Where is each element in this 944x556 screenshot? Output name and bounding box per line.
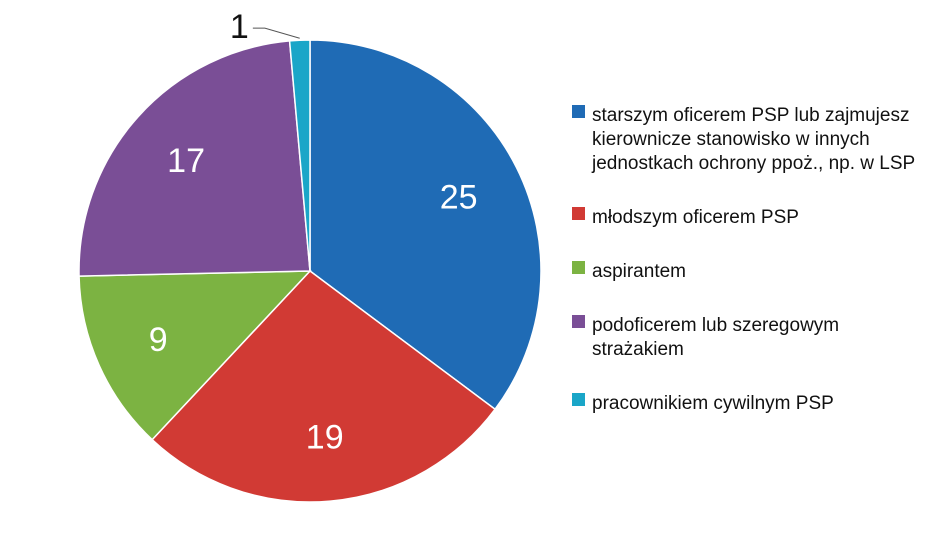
pie-slice-podoficerem-lub-szeregowym-strazakiem xyxy=(78,40,311,277)
legend-label: kierownicze stanowisko w innych xyxy=(592,129,870,150)
legend-swatch xyxy=(572,207,585,220)
legend-label: pracownikiem cywilnym PSP xyxy=(592,393,834,414)
legend-item-m-odszym-oficerem-psp: młodszym oficerem PSP xyxy=(572,207,799,228)
legend-swatch xyxy=(572,315,585,328)
data-label-aspirantem: 9 xyxy=(149,321,168,359)
legend-label: strażakiem xyxy=(592,339,684,360)
legend-label: młodszym oficerem PSP xyxy=(592,207,799,228)
data-label-pracownikiem-cywilnym-psp: 1 xyxy=(230,8,249,46)
pie-slices xyxy=(78,39,542,503)
data-label-podoficerem-lub-szeregowym-strazakiem: 17 xyxy=(167,142,205,180)
pie-labels: 25 19 9 17 1 xyxy=(149,8,478,457)
legend: starszym oficerem PSP lub zajmujesz kiero… xyxy=(572,105,915,414)
data-label-starszym-oficerem-psp-lub-zajmujesz-kier: 25 xyxy=(440,178,478,216)
legend-item-pracownikiem-cywilnym-psp: pracownikiem cywilnym PSP xyxy=(572,393,834,414)
pie-slice-pracownikiem-cywilnym-psp xyxy=(288,39,311,272)
data-label-m-odszym-oficerem-psp: 19 xyxy=(306,419,344,457)
legend-label: podoficerem lub szeregowym xyxy=(592,315,839,336)
legend-item-podoficerem-lub-szeregowym: podoficerem lub szeregowym strażakiem xyxy=(572,315,839,360)
pie-slice-m-odszym-oficerem-psp xyxy=(151,269,497,503)
legend-label: jednostkach ochrony ppoż., np. w LSP xyxy=(591,153,915,174)
pie-slice-starszym-oficerem-psp-lub-zajmujesz-kier xyxy=(309,39,542,411)
legend-swatch xyxy=(572,393,585,406)
legend-item-aspirantem: aspirantem xyxy=(572,261,686,282)
legend-item-starszym-oficerem-psp-lub-zajmujesz: starszym oficerem PSP lub zajmujesz kiero… xyxy=(572,105,915,174)
legend-label: aspirantem xyxy=(592,261,686,282)
legend-swatch xyxy=(572,261,585,274)
legend-label: starszym oficerem PSP lub zajmujesz xyxy=(592,105,909,126)
legend-swatch xyxy=(572,105,585,118)
leader-line-pracownikiem-cywilnym-psp xyxy=(252,27,300,39)
pie-slice-aspirantem xyxy=(78,270,312,441)
